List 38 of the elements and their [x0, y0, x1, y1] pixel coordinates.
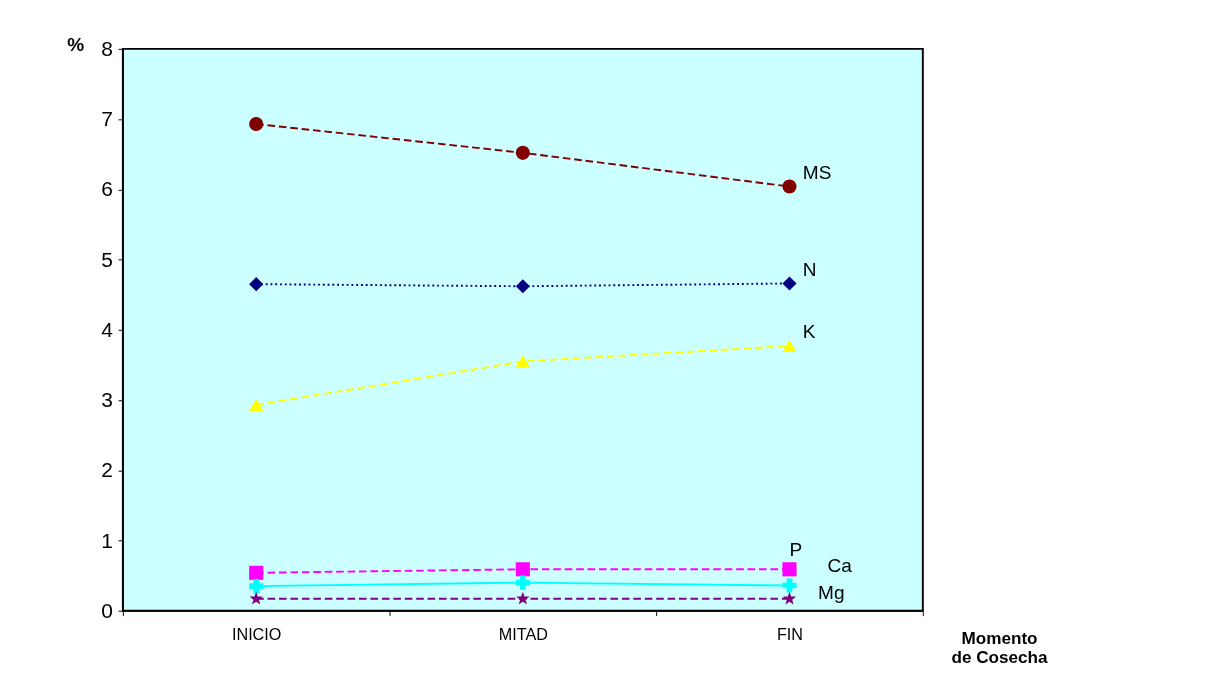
series-label: N	[802, 258, 817, 280]
point	[782, 578, 797, 593]
point	[515, 145, 530, 160]
point	[782, 562, 797, 577]
y-tick-label: 1	[101, 528, 113, 552]
point	[782, 179, 797, 194]
y-tick-label: 3	[101, 388, 113, 412]
y-axis-title: %	[67, 34, 85, 56]
y-tick-label: 7	[101, 107, 113, 131]
x-tick-label: INICIO	[231, 624, 282, 643]
series-label: Mg	[818, 581, 845, 603]
point	[782, 276, 797, 291]
y-tick-label: 5	[101, 247, 113, 271]
point	[515, 562, 530, 577]
y-tick-label: 2	[101, 458, 113, 482]
x-tick-label: MITAD	[498, 624, 548, 643]
series-label: P	[789, 538, 803, 560]
point	[249, 116, 264, 132]
point	[249, 565, 264, 580]
y-tick-label: 4	[101, 317, 114, 341]
point	[782, 339, 797, 353]
y-tick-label: 8	[101, 37, 113, 61]
point	[249, 579, 264, 594]
point	[249, 277, 264, 292]
y-tick-label: 6	[101, 177, 113, 201]
point	[516, 591, 530, 605]
point	[249, 398, 264, 412]
point	[782, 591, 797, 605]
series-label: MS	[802, 161, 832, 183]
series-label: K	[802, 321, 816, 343]
point	[515, 355, 530, 368]
x-tick-label: FIN	[776, 624, 803, 643]
point	[515, 279, 530, 294]
point	[515, 575, 530, 590]
point	[249, 591, 263, 605]
x-axis-title: Momento de Cosecha	[951, 627, 1049, 667]
series-label: Ca	[827, 555, 853, 577]
y-tick-label: 0	[101, 598, 113, 622]
